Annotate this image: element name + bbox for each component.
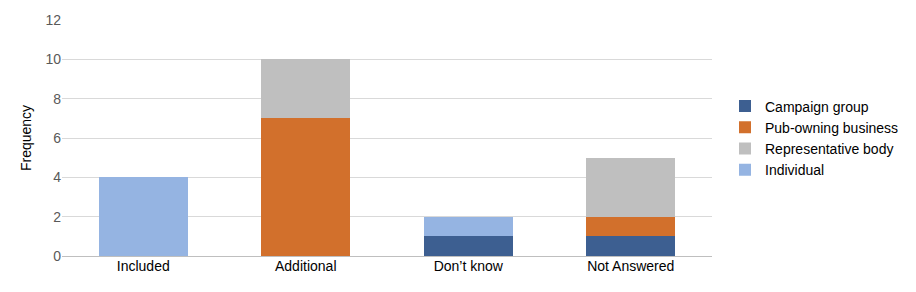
svg-text:Don’t know: Don’t know bbox=[434, 258, 504, 274]
svg-text:0: 0 bbox=[53, 248, 61, 264]
svg-text:Individual: Individual bbox=[765, 162, 824, 178]
svg-text:Included: Included bbox=[117, 258, 170, 274]
svg-text:Additional: Additional bbox=[275, 258, 337, 274]
svg-text:Not Answered: Not Answered bbox=[587, 258, 674, 274]
svg-text:10: 10 bbox=[45, 51, 61, 67]
svg-text:Frequency: Frequency bbox=[18, 105, 34, 171]
svg-text:12: 12 bbox=[45, 12, 61, 28]
svg-text:2: 2 bbox=[53, 209, 61, 225]
svg-text:6: 6 bbox=[53, 130, 61, 146]
svg-text:4: 4 bbox=[53, 169, 61, 185]
svg-text:Pub-owning business: Pub-owning business bbox=[765, 120, 898, 136]
svg-text:Campaign group: Campaign group bbox=[765, 99, 869, 115]
svg-text:Representative body: Representative body bbox=[765, 141, 893, 157]
svg-text:8: 8 bbox=[53, 91, 61, 107]
